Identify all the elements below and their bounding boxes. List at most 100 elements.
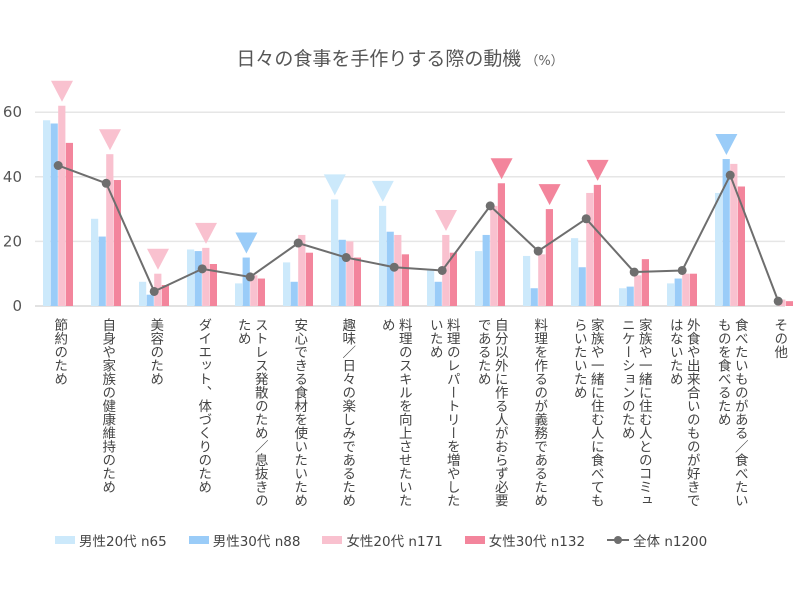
legend: 男性20代 n65 男性30代 n88 女性20代 n171 女性30代 n132 全体… xyxy=(55,530,707,550)
bar xyxy=(737,186,745,306)
bar xyxy=(497,183,505,306)
total-point xyxy=(245,272,255,282)
legend-label: 全体 n1200 xyxy=(633,534,708,550)
bar xyxy=(722,159,730,306)
y-tick-label: 60 xyxy=(3,103,22,121)
total-point xyxy=(293,238,303,248)
legend-label: 女性30代 n132 xyxy=(488,534,586,550)
bar xyxy=(689,273,697,306)
bar xyxy=(545,209,553,306)
bar xyxy=(394,234,402,306)
bar xyxy=(242,257,250,306)
x-axis-label: 食べたいものがある／食べたい ものを食べるため xyxy=(714,318,748,507)
total-point xyxy=(341,253,351,263)
y-axis-ticks: 0 20 40 60 xyxy=(3,103,22,315)
bar xyxy=(65,142,73,306)
bar xyxy=(353,257,361,306)
bar xyxy=(530,288,538,306)
legend-swatch xyxy=(188,536,209,544)
bar xyxy=(593,184,601,306)
y-tick-label: 20 xyxy=(3,232,22,250)
bar xyxy=(427,268,435,306)
total-point xyxy=(677,265,687,275)
bar xyxy=(283,262,291,306)
x-axis-label: 家族や一緒に住む人とのコミュ ニケーションのため xyxy=(618,318,652,507)
x-axis-label: 料理のレパートリーを増やした いため xyxy=(426,318,460,507)
bar xyxy=(187,249,195,306)
bar xyxy=(91,218,99,306)
bar xyxy=(50,123,58,306)
bar xyxy=(619,288,627,306)
legend-swatch xyxy=(464,536,485,544)
x-axis-label: 美容のため xyxy=(147,318,164,386)
bar xyxy=(634,275,642,306)
total-point xyxy=(581,214,591,224)
legend-swatch xyxy=(322,536,343,544)
bar xyxy=(571,238,579,306)
bar xyxy=(379,205,387,306)
legend-line-icon xyxy=(607,535,630,545)
bars xyxy=(43,105,793,307)
bar xyxy=(146,294,154,306)
bar xyxy=(538,254,546,306)
bar xyxy=(401,254,409,306)
legend-label: 男性30代 n88 xyxy=(212,534,301,550)
bar xyxy=(586,192,594,306)
bar xyxy=(490,205,498,306)
highlight-markers xyxy=(51,80,738,270)
total-point xyxy=(101,178,111,188)
x-axis-label: 安心できる食材を使いたいため xyxy=(291,318,308,507)
bar xyxy=(578,267,586,306)
legend-swatch xyxy=(55,536,75,544)
x-axis-label: 自分以外に作る人がおらず必要 であるため xyxy=(474,318,508,507)
total-point xyxy=(437,265,447,275)
bar xyxy=(194,251,202,306)
x-axis-label: ストレス発散のため／息抜きの ため xyxy=(234,318,268,507)
bar xyxy=(257,278,265,306)
legend-item: 女性20代 n171 xyxy=(322,530,443,550)
highlight-marker xyxy=(715,134,738,156)
bar xyxy=(523,255,531,306)
bar xyxy=(250,275,258,306)
total-line xyxy=(53,160,783,306)
bar xyxy=(482,234,490,306)
highlight-marker xyxy=(147,248,169,270)
bar xyxy=(346,241,354,306)
legend-item: 男性20代 n65 xyxy=(55,530,167,550)
bar xyxy=(730,163,738,306)
bar xyxy=(626,286,634,306)
legend-label: 男性20代 n65 xyxy=(79,534,167,550)
x-axis-label: その他 xyxy=(771,318,788,359)
total-point xyxy=(197,264,207,274)
bar xyxy=(715,192,723,306)
legend-label: 女性20代 n171 xyxy=(346,534,443,550)
highlight-marker xyxy=(235,232,258,254)
total-point xyxy=(389,262,399,272)
bar xyxy=(43,120,51,307)
bar xyxy=(202,247,210,306)
x-axis-label: ダイエット、体づくりのため xyxy=(195,318,212,494)
total-point xyxy=(149,286,159,296)
bar xyxy=(298,234,306,306)
total-point xyxy=(53,160,63,170)
chart-title: 日々の食事を手作りする際の動機 （%） xyxy=(0,44,800,71)
chart-title-text: 日々の食事を手作りする際の動機 xyxy=(236,48,522,70)
x-axis-label: 料理のスキルを向上させたいた め xyxy=(378,318,412,507)
bar xyxy=(209,264,217,306)
bar xyxy=(449,252,457,306)
bar xyxy=(290,281,298,306)
highlight-marker xyxy=(435,209,457,231)
bar xyxy=(475,251,483,306)
highlight-marker xyxy=(371,180,394,202)
bar xyxy=(98,236,106,306)
legend-item: 全体 n1200 xyxy=(607,530,707,550)
bar xyxy=(106,154,114,306)
bar xyxy=(434,281,442,306)
total-point xyxy=(485,201,495,211)
bar xyxy=(682,273,690,306)
chart-unit: （%） xyxy=(525,54,564,69)
bar xyxy=(338,239,346,306)
highlight-marker xyxy=(538,184,561,206)
bar xyxy=(235,283,243,306)
bar xyxy=(305,252,313,306)
